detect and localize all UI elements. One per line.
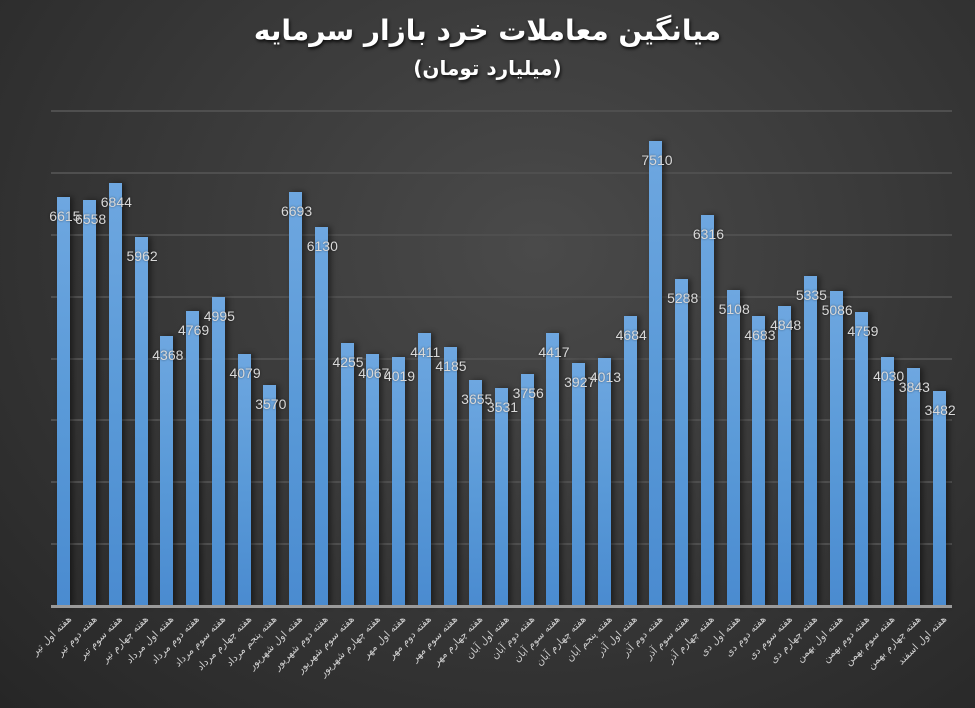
data-label: 4995 [203,307,235,324]
bar[interactable] [546,332,560,606]
bar[interactable] [237,353,251,606]
data-label: 3843 [898,379,930,396]
bar[interactable] [675,278,689,606]
bar[interactable] [83,200,97,606]
bar[interactable] [417,333,431,606]
data-label: 4079 [229,364,261,381]
data-label: 5086 [821,302,853,319]
bar[interactable] [469,379,483,606]
data-label: 4759 [847,322,879,339]
bar[interactable] [134,237,148,606]
bar[interactable] [57,196,71,606]
chart-subtitle: (میلیارد تومان) [413,56,562,80]
bar[interactable] [186,310,200,606]
bar[interactable] [520,373,534,606]
data-label: 4368 [152,346,184,363]
bar[interactable] [649,141,663,606]
bar[interactable] [314,226,328,606]
data-label: 4684 [615,327,647,344]
bar[interactable] [572,363,586,606]
bar[interactable] [855,311,869,606]
data-label: 3570 [255,396,287,413]
data-label: 4013 [589,368,622,385]
data-label: 6130 [306,237,338,254]
gridline [51,233,952,236]
chart-title: میانگین معاملات خرد بازار سرمایه [253,14,722,47]
bar[interactable] [366,354,380,606]
gridline [51,171,952,174]
data-label: 4848 [770,317,802,334]
bar[interactable] [932,390,946,606]
data-label: 5335 [795,286,827,303]
data-label: 3927 [564,374,596,391]
bar[interactable] [289,191,303,606]
data-label: 4255 [332,353,364,370]
data-label: 5288 [667,289,699,306]
data-label: 4683 [744,327,776,344]
data-label: 4019 [383,368,416,385]
bar[interactable] [108,182,122,606]
bar[interactable] [263,385,277,606]
data-label: 4030 [873,367,905,384]
bar[interactable] [726,289,740,606]
data-label: 6615 [49,207,81,224]
bar[interactable] [803,275,817,606]
data-label: 3756 [512,384,544,401]
data-label: 5962 [126,248,158,265]
data-label: 4769 [178,321,210,338]
data-label: 6316 [692,226,725,243]
data-label: 4417 [538,343,570,360]
data-label: 4067 [358,365,390,382]
bar[interactable] [700,215,714,606]
data-label: 4185 [435,358,467,375]
bar[interactable] [597,357,611,606]
bar[interactable] [443,347,457,606]
bar[interactable] [752,316,766,606]
data-label: 6693 [280,202,313,219]
x-axis-line [51,605,952,608]
bar[interactable] [623,316,637,606]
data-label: 6844 [100,193,132,210]
data-label: 6558 [75,211,107,228]
data-label: 7510 [641,152,673,169]
bar[interactable] [829,291,843,606]
bar[interactable] [495,387,508,606]
data-label: 5108 [718,300,750,317]
data-label: 3482 [924,401,956,418]
gridline [51,357,952,360]
plot-area: 6615 هفته اول تیر 6558 هفته دوم تیر 6844 هفته… [30,0,956,708]
bar[interactable] [392,357,406,606]
bar[interactable] [906,368,920,606]
gridline [51,295,952,298]
bar[interactable] [778,306,792,606]
data-label: 3655 [461,390,493,407]
bar[interactable] [340,342,354,606]
data-label: 4411 [410,344,441,361]
bar[interactable] [160,335,174,606]
data-label: 3531 [486,398,519,415]
bar[interactable] [211,296,225,606]
bar[interactable] [881,356,895,606]
gridline [51,110,952,112]
